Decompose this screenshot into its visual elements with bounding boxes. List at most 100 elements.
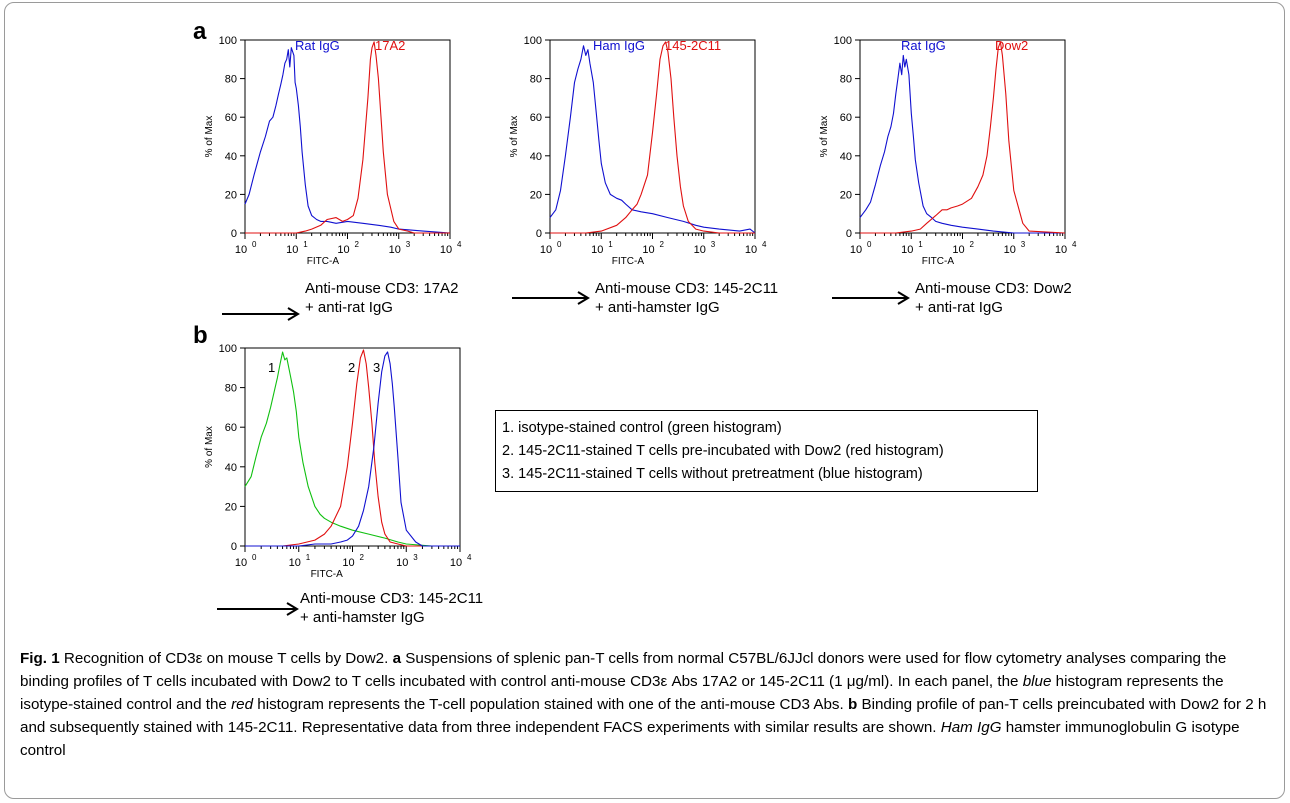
y-tick-label: 20	[840, 189, 852, 201]
y-tick-label: 40	[225, 462, 237, 474]
y-tick-label: 20	[225, 189, 237, 201]
x-tick-label: 10	[694, 244, 706, 256]
x-tick-exponent: 2	[660, 240, 665, 249]
y-tick-label: 80	[225, 74, 237, 86]
y-tick-label: 40	[225, 151, 237, 163]
series-label-1: 2	[348, 360, 355, 375]
y-tick-label: 0	[846, 228, 852, 240]
x-tick-label: 10	[337, 244, 349, 256]
y-tick-label: 0	[536, 228, 542, 240]
y-axis-label: % of Max	[204, 116, 215, 158]
x-axis-label: FITC-A	[307, 256, 340, 267]
y-tick-label: 60	[225, 422, 237, 434]
x-tick-exponent: 4	[762, 240, 767, 249]
x-tick-label: 10	[440, 244, 452, 256]
y-tick-label: 20	[530, 189, 542, 201]
figure-label: Fig. 1	[20, 650, 60, 667]
x-tick-label: 10	[286, 244, 298, 256]
caption-145-2c11: Anti-mouse CD3: 145-2C11 + anti-hamster I…	[595, 280, 779, 316]
x-axis-label: FITC-A	[612, 256, 645, 267]
arrow-icon	[832, 291, 910, 305]
plot-frame	[244, 39, 451, 234]
x-tick-label: 10	[396, 557, 408, 569]
series-line-2	[245, 351, 460, 547]
x-tick-exponent: 2	[360, 553, 365, 562]
x-tick-label: 10	[450, 557, 462, 569]
x-tick-label: 10	[901, 244, 913, 256]
caption-competition: Anti-mouse CD3: 145-2C11 + anti-hamster I…	[300, 590, 484, 626]
series-label-0: Rat IgG	[901, 38, 946, 53]
y-tick-label: 40	[530, 151, 542, 163]
y-tick-label: 80	[530, 74, 542, 86]
legend-box: 1. isotype-stained control (green histog…	[495, 410, 1038, 492]
arrow-icon	[222, 307, 300, 321]
x-tick-label: 10	[642, 244, 654, 256]
series-label-0: Ham IgG	[593, 38, 645, 53]
x-tick-label: 10	[289, 557, 301, 569]
x-axis-label: FITC-A	[311, 569, 344, 580]
x-axis-label: FITC-A	[922, 256, 955, 267]
x-tick-label: 10	[591, 244, 603, 256]
x-tick-label: 10	[389, 244, 401, 256]
x-tick-label: 10	[850, 244, 862, 256]
x-tick-exponent: 4	[467, 553, 472, 562]
series-line-1	[245, 41, 450, 234]
x-tick-label: 10	[1004, 244, 1016, 256]
caption-17a2: Anti-mouse CD3: 17A2 + anti-rat IgG	[305, 280, 459, 316]
y-tick-label: 60	[840, 112, 852, 124]
y-tick-label: 0	[231, 228, 237, 240]
x-tick-exponent: 0	[867, 240, 872, 249]
caption-dow2: Anti-mouse CD3: Dow2 + anti-rat IgG	[915, 280, 1072, 316]
x-tick-exponent: 2	[355, 240, 360, 249]
arrow-icon	[217, 602, 299, 616]
x-tick-exponent: 0	[557, 240, 562, 249]
x-tick-exponent: 3	[413, 553, 418, 562]
y-tick-label: 100	[219, 35, 237, 47]
x-tick-exponent: 3	[1021, 240, 1026, 249]
legend-item-3: 3. 145-2C11-stained T cells without pret…	[502, 466, 923, 482]
series-label-1: 17A2	[375, 38, 405, 53]
arrow-icon	[512, 291, 590, 305]
y-axis-label: % of Max	[819, 116, 830, 158]
x-tick-label: 10	[342, 557, 354, 569]
y-tick-label: 100	[524, 35, 542, 47]
x-tick-exponent: 1	[918, 240, 923, 249]
y-tick-label: 0	[231, 541, 237, 553]
x-tick-label: 10	[540, 244, 552, 256]
legend-item-2: 2. 145-2C11-stained T cells pre-incubate…	[502, 443, 944, 459]
x-tick-exponent: 1	[303, 240, 308, 249]
series-line-0	[244, 351, 460, 547]
x-tick-label: 10	[1055, 244, 1067, 256]
figure-caption: Fig. 1 Recognition of CD3ε on mouse T ce…	[20, 650, 1267, 759]
x-tick-exponent: 3	[406, 240, 411, 249]
y-tick-label: 40	[840, 151, 852, 163]
x-tick-label: 10	[952, 244, 964, 256]
series-label-0: Rat IgG	[295, 38, 340, 53]
x-tick-exponent: 4	[457, 240, 462, 249]
y-tick-label: 20	[225, 501, 237, 513]
x-tick-exponent: 0	[252, 553, 257, 562]
y-tick-label: 60	[530, 112, 542, 124]
series-label-1: 145-2C11	[665, 38, 721, 53]
panel-label-a: a	[193, 18, 207, 45]
series-line-0	[244, 47, 451, 234]
series-line-1	[860, 41, 1066, 234]
y-tick-label: 100	[834, 35, 852, 47]
x-tick-exponent: 2	[970, 240, 975, 249]
x-tick-label: 10	[235, 557, 247, 569]
panel-label-b: b	[193, 322, 208, 349]
x-tick-exponent: 1	[608, 240, 613, 249]
series-label-0: 1	[268, 360, 275, 375]
y-tick-label: 100	[219, 343, 237, 355]
x-tick-exponent: 0	[252, 240, 257, 249]
x-tick-exponent: 1	[306, 553, 311, 562]
y-tick-label: 80	[225, 383, 237, 395]
y-axis-label: % of Max	[509, 116, 520, 158]
x-tick-label: 10	[235, 244, 247, 256]
x-tick-label: 10	[745, 244, 757, 256]
y-tick-label: 60	[225, 112, 237, 124]
series-line-1	[550, 41, 755, 234]
